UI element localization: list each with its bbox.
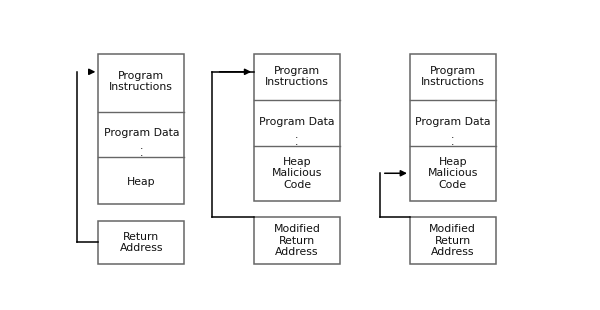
Text: Program
Instructions: Program Instructions [265,66,329,87]
Bar [254,217,340,264]
Text: .: . [295,130,299,140]
Text: .: . [140,141,143,151]
Text: Heap: Heap [127,177,155,187]
Text: Program Data: Program Data [259,117,335,127]
Text: Program
Instructions: Program Instructions [109,71,173,92]
Bar [98,221,184,264]
Text: Return
Address: Return Address [119,232,163,253]
Text: Heap
Malicious
Code: Heap Malicious Code [428,157,478,190]
Text: Modified
Return
Address: Modified Return Address [274,224,320,257]
Bar [410,54,496,201]
Bar [254,54,340,201]
Text: .: . [140,148,143,158]
Text: Heap
Malicious
Code: Heap Malicious Code [272,157,322,190]
Text: .: . [451,130,455,140]
Text: .: . [451,136,455,147]
Bar [98,54,184,204]
Text: Modified
Return
Address: Modified Return Address [430,224,476,257]
Text: Program
Instructions: Program Instructions [421,66,485,87]
Text: Program Data: Program Data [104,128,179,138]
Bar [410,217,496,264]
Text: Program Data: Program Data [415,117,491,127]
Text: .: . [295,136,299,147]
